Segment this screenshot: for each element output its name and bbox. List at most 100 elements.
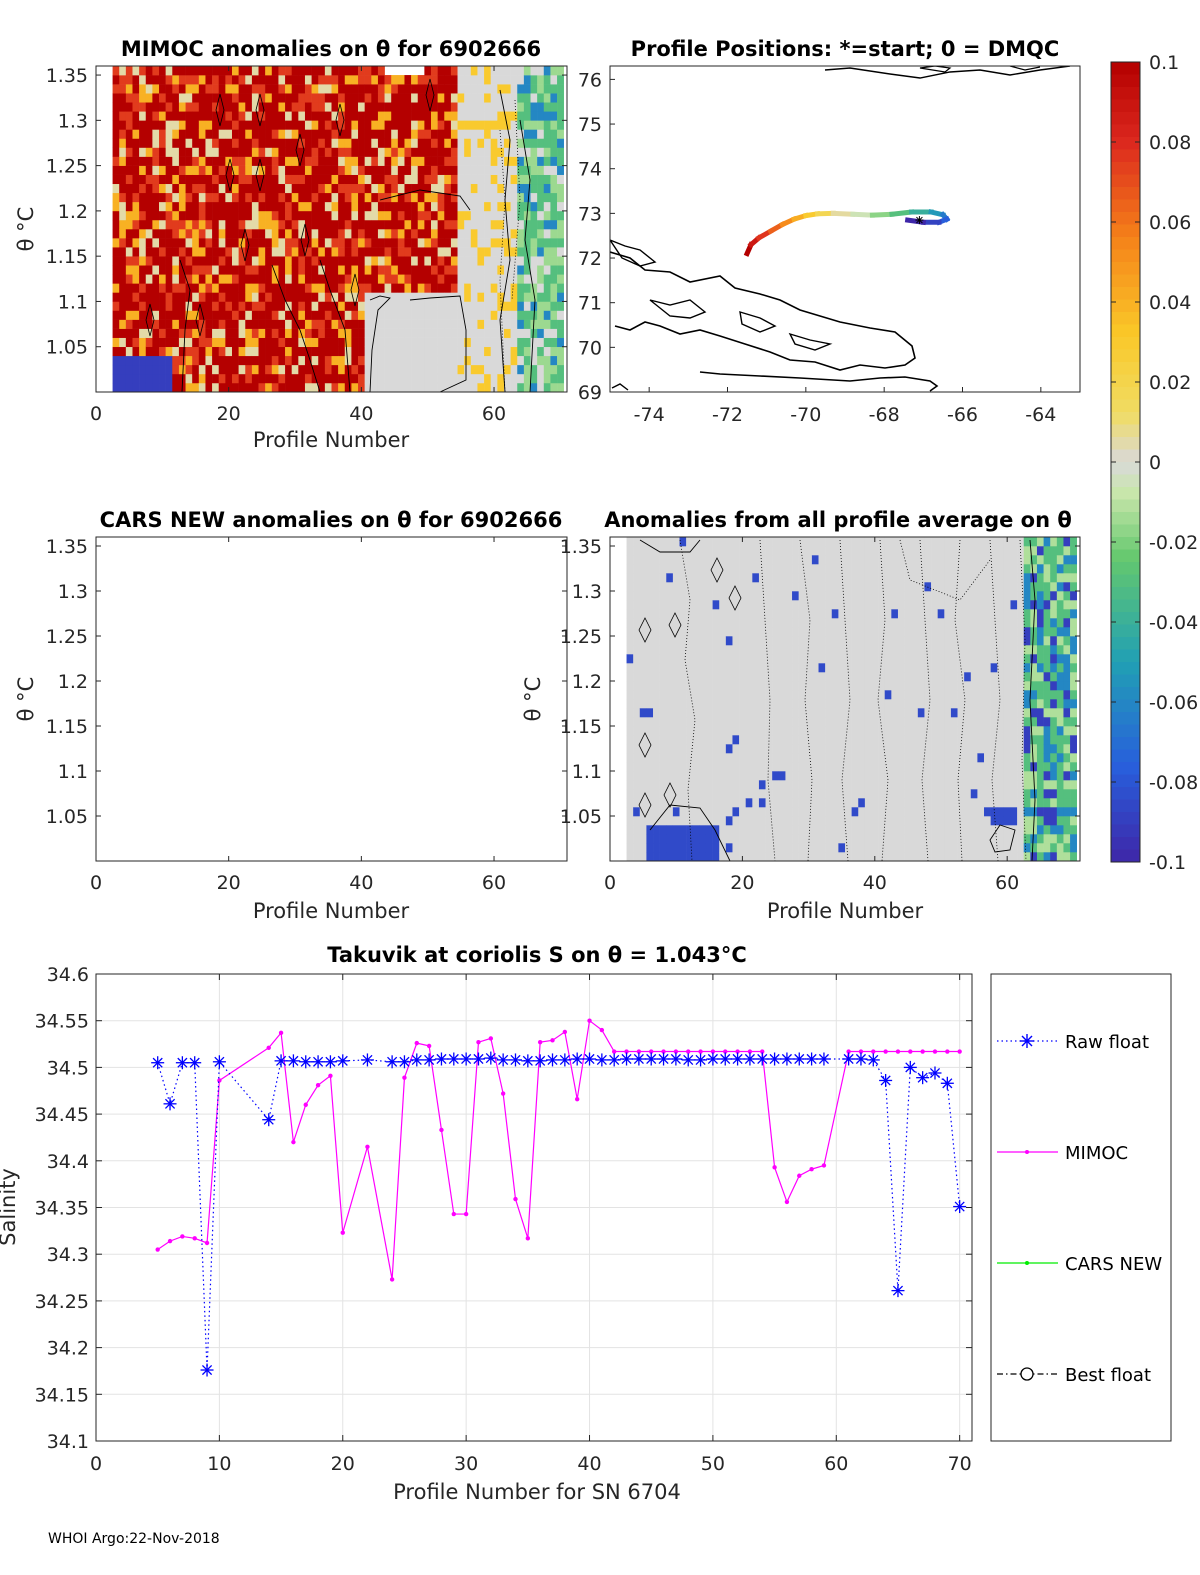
heatmap-cell — [172, 301, 180, 311]
heatmap-cell — [937, 564, 945, 574]
heatmap-cell — [725, 654, 733, 664]
heatmap-cell — [384, 346, 392, 357]
heatmap-cell — [324, 138, 332, 148]
heatmap-cell — [646, 537, 654, 547]
heatmap-cell — [1017, 663, 1025, 673]
heatmap-cell — [990, 627, 998, 637]
heatmap-cell — [119, 229, 127, 239]
heatmap-cell — [417, 192, 425, 203]
heatmap-cell — [692, 834, 700, 844]
heatmap-cell — [119, 183, 127, 194]
heatmap-cell — [792, 645, 799, 655]
heatmap-cell — [884, 582, 892, 592]
heatmap-cell — [245, 93, 253, 103]
heatmap-cell — [719, 726, 727, 736]
heatmap-cell — [666, 582, 674, 592]
heatmap-cell — [503, 183, 511, 194]
heatmap-cell — [765, 798, 773, 808]
heatmap-cell — [503, 301, 511, 311]
heatmap-cell — [911, 780, 919, 790]
heatmap-cell — [324, 238, 332, 248]
heatmap-cell — [712, 843, 720, 853]
heatmap-cell — [450, 265, 458, 275]
heatmap-cell — [119, 93, 127, 103]
heatmap-cell — [391, 292, 399, 302]
heatmap-cell — [324, 84, 332, 94]
heatmap-cell — [1023, 672, 1031, 682]
heatmap-cell — [838, 591, 846, 601]
heatmap-cell — [238, 337, 246, 348]
heatmap-cell — [712, 744, 720, 754]
heatmap-cell — [258, 238, 266, 248]
heatmap-cell — [125, 147, 133, 157]
heatmap-cell — [510, 138, 518, 148]
heatmap-cell — [818, 852, 826, 861]
heatmap-cell — [778, 825, 786, 835]
heatmap-cell — [785, 636, 793, 646]
heatmap-cell — [931, 618, 938, 628]
heatmap-cell — [964, 591, 972, 601]
heatmap-cell — [752, 555, 760, 565]
heatmap-cell — [523, 156, 531, 166]
heatmap-cell — [364, 229, 372, 239]
heatmap-cell — [391, 165, 399, 175]
heatmap-cell — [805, 537, 813, 547]
heatmap-cell — [897, 708, 905, 718]
heatmap-cell — [470, 111, 478, 121]
heatmap-cell — [659, 807, 667, 817]
heatmap-cell — [377, 382, 385, 392]
heatmap-cell — [1056, 645, 1064, 655]
heatmap-cell — [984, 843, 991, 853]
heatmap-cell — [205, 346, 213, 357]
heatmap-cell — [831, 663, 839, 673]
heatmap-cell — [950, 672, 958, 682]
heatmap-cell — [646, 609, 654, 619]
heatmap-cell — [712, 726, 720, 736]
heatmap-cell — [457, 156, 465, 166]
heatmap-cell — [145, 138, 153, 148]
heatmap-cell — [364, 138, 372, 148]
heatmap-cell — [904, 825, 912, 835]
heatmap-cell — [937, 717, 945, 727]
heatmap-cell — [891, 627, 899, 637]
heatmap-cell — [772, 654, 780, 664]
heatmap-cell — [1017, 834, 1025, 844]
heatmap-cell — [752, 573, 760, 583]
heatmap-cell — [517, 355, 525, 366]
heatmap-cell — [285, 66, 292, 76]
heatmap-cell — [752, 663, 760, 673]
heatmap-cell — [825, 807, 833, 817]
heatmap-cell — [231, 165, 239, 175]
heatmap-cell — [752, 672, 760, 682]
y-tick-label: 1.2 — [58, 201, 88, 223]
heatmap-cell — [851, 708, 859, 718]
heatmap-cell — [878, 762, 886, 772]
heatmap-cell — [431, 147, 438, 157]
heatmap-cell — [331, 129, 339, 139]
heatmap-cell — [165, 111, 173, 121]
heatmap-cell — [719, 771, 727, 781]
y-tick-label: 1.35 — [46, 65, 88, 87]
heatmap-cell — [523, 292, 531, 302]
heatmap-cell — [639, 627, 647, 637]
heatmap-cell — [285, 183, 292, 194]
heatmap-cell — [358, 328, 365, 338]
heatmap-cell — [358, 373, 365, 384]
heatmap-cell — [897, 780, 905, 790]
heatmap-cell — [646, 789, 654, 799]
heatmap-cell — [745, 600, 753, 610]
heatmap-cell — [739, 627, 747, 637]
heatmap-cell — [818, 636, 826, 646]
heatmap-cell — [1017, 735, 1025, 745]
heatmap-cell — [530, 120, 538, 130]
heatmap-cell — [831, 771, 839, 781]
heatmap-cell — [977, 690, 985, 700]
heatmap-cell — [470, 292, 478, 302]
heatmap-cell — [1010, 582, 1018, 592]
heatmap-cell — [391, 337, 399, 348]
heatmap-cell — [692, 708, 700, 718]
heatmap-cell — [1010, 726, 1018, 736]
heatmap-cell — [291, 274, 299, 284]
heatmap-cell — [450, 93, 458, 103]
heatmap-cell — [1050, 708, 1058, 718]
